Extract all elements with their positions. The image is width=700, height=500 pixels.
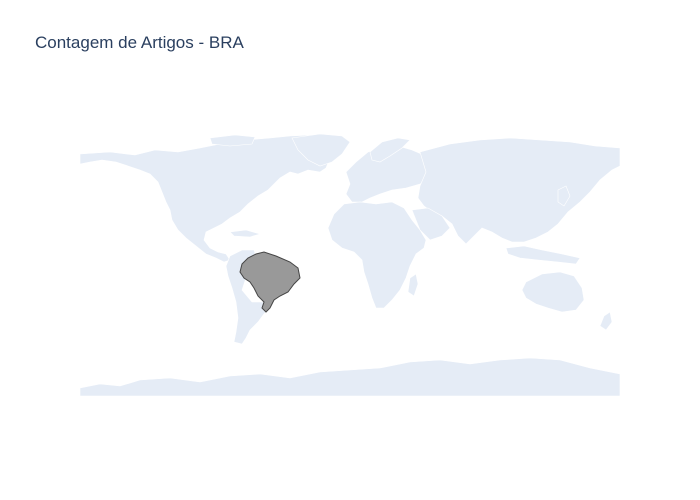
- world-map: [80, 133, 620, 396]
- land-arctic-islands: [209, 134, 256, 147]
- land-antarctica: [80, 357, 620, 396]
- land-north-america: [80, 134, 343, 263]
- land-greenland: [291, 133, 351, 167]
- land-africa: [327, 201, 427, 309]
- land-new-zealand: [599, 311, 613, 331]
- land-australia: [521, 271, 585, 313]
- land-layer: [80, 133, 620, 396]
- land-scandinavia: [369, 137, 411, 163]
- chart-title: Contagem de Artigos - BRA: [35, 33, 244, 52]
- land-caribbean: [229, 229, 262, 238]
- land-se-asia-islands: [505, 245, 581, 265]
- land-japan: [557, 185, 571, 207]
- country-bra[interactable]: [239, 251, 301, 313]
- land-arabia: [411, 207, 451, 241]
- land-madagascar: [407, 273, 419, 297]
